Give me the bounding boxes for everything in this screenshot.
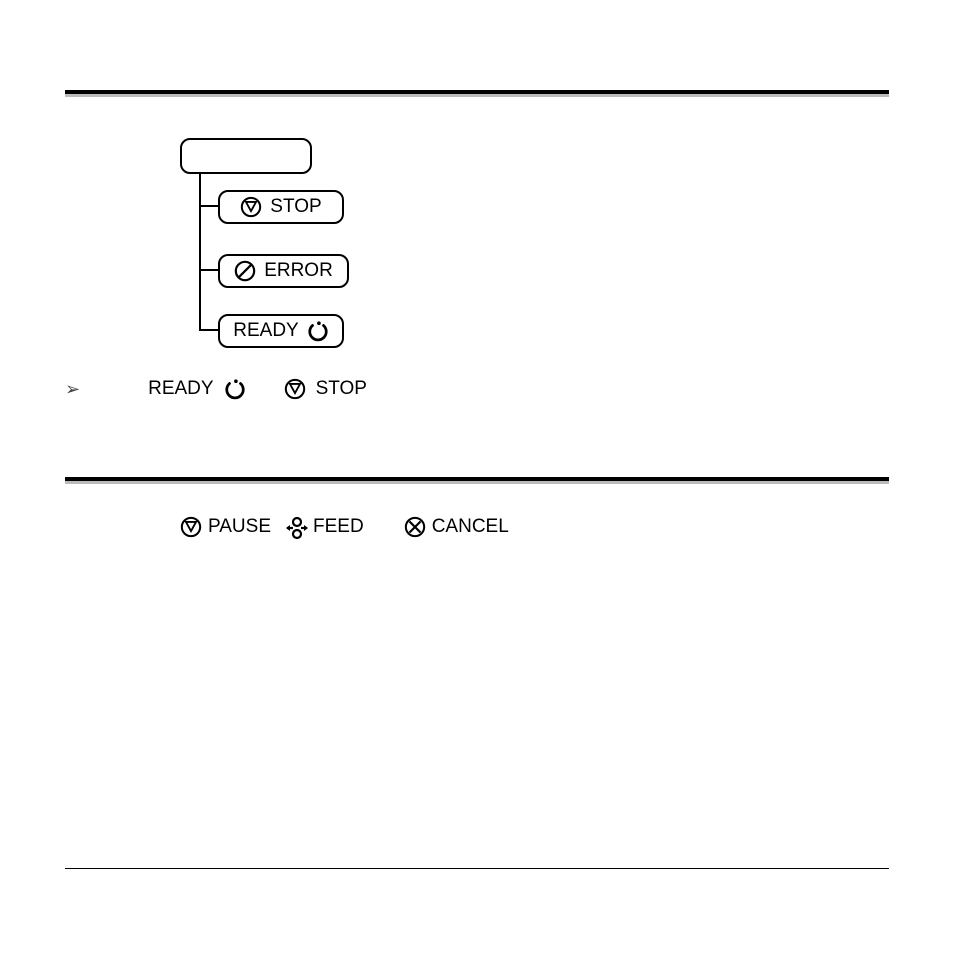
button-row: PAUSE FEED CANCEL — [180, 516, 509, 538]
tree-node-ready-label: READY — [233, 320, 298, 342]
tree-root-node — [180, 138, 312, 174]
button-feed-label: FEED — [313, 516, 364, 538]
button-cancel-label: CANCEL — [432, 516, 509, 538]
cancel-x-icon — [404, 516, 426, 538]
pause-circle-icon — [180, 516, 202, 538]
bullet-arrow-icon: ➢ — [65, 379, 80, 400]
bullet-stop-label: STOP — [316, 378, 367, 400]
page: STOP ERROR READY ➢ R — [0, 0, 954, 954]
bullet-ready-label: READY — [148, 378, 213, 400]
tree-branch-ready — [199, 329, 218, 331]
button-pause-label: PAUSE — [208, 516, 271, 538]
prohibit-icon — [234, 260, 256, 282]
tree-trunk — [199, 172, 201, 330]
tree-node-stop-label: STOP — [270, 196, 321, 218]
feed-arrows-icon — [285, 516, 307, 538]
power-arc-icon — [224, 378, 246, 400]
tree-node-error: ERROR — [218, 254, 349, 288]
tree-node-stop: STOP — [218, 190, 344, 224]
rule-top — [65, 90, 889, 94]
rule-middle — [65, 477, 889, 481]
tree-branch-stop — [199, 205, 218, 207]
rule-bottom — [65, 868, 889, 869]
pause-circle-icon — [284, 378, 306, 400]
pause-circle-icon — [240, 196, 262, 218]
tree-branch-error — [199, 269, 218, 271]
tree-node-error-label: ERROR — [264, 260, 333, 282]
bullet-row: ➢ READY STOP — [65, 378, 367, 400]
tree-node-ready: READY — [218, 314, 344, 348]
power-arc-icon — [307, 320, 329, 342]
